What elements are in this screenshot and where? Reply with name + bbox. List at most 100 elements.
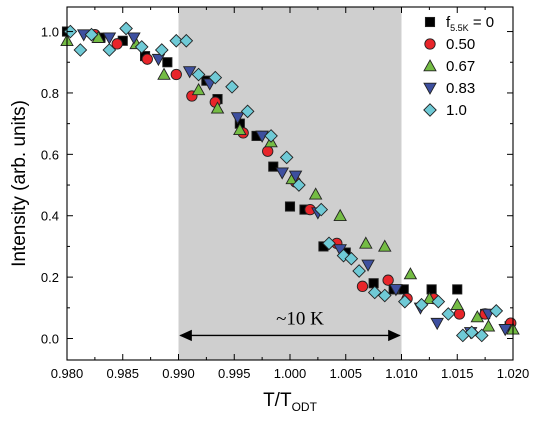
data-point (119, 21, 133, 36)
y-tick-label: 0.6 (41, 147, 59, 162)
x-tick-label: 1.010 (385, 366, 418, 381)
data-point (498, 324, 512, 337)
data-point (308, 187, 323, 200)
data-point (268, 161, 279, 172)
data-point (191, 82, 206, 96)
data-point (264, 129, 278, 143)
y-tick-label: 1.0 (41, 25, 59, 40)
data-point (157, 67, 171, 80)
data-point (73, 43, 88, 57)
legend-marker (424, 38, 436, 50)
x-tick-label: 1.000 (274, 366, 307, 381)
data-point (210, 101, 225, 114)
data-point (367, 285, 382, 300)
data-point (179, 33, 194, 48)
data-point (102, 32, 117, 45)
data-point (382, 274, 394, 286)
y-tick-label: 0.8 (41, 86, 59, 101)
data-point (84, 27, 99, 42)
data-point (359, 236, 373, 249)
legend-label: 1.0 (446, 102, 467, 119)
data-point (141, 53, 153, 65)
data-point (292, 178, 306, 192)
legend-label: f5.5K = 0 (446, 14, 494, 33)
data-point (182, 66, 197, 79)
y-tick-label: 0.4 (41, 209, 59, 224)
legend-marker (423, 82, 437, 95)
data-point (377, 288, 392, 303)
y-axis-title: Intensity (arb. units) (9, 100, 30, 267)
data-point (352, 264, 366, 278)
data-point (262, 145, 274, 157)
x-tick-label: 0.980 (51, 366, 84, 381)
legend-marker (423, 59, 437, 72)
x-axis-title: T/TODT (263, 390, 318, 414)
data-point (422, 291, 437, 304)
axes-layer: 0.980 0.985 0.990 0.995 1.000 1.005 1.010 1.015… (9, 6, 529, 414)
x-tick-label: 1.015 (441, 366, 474, 381)
legend-entry: f5.5K = 0 (424, 14, 494, 33)
data-point (240, 104, 255, 119)
legend-entry: 1.0 (423, 102, 467, 119)
legend-header-suffix: = 0 (469, 14, 494, 31)
annotation-layer: ~10 K (179, 308, 401, 342)
data-point (470, 310, 485, 323)
data-point (225, 79, 239, 94)
annotation-label: ~10 K (276, 308, 324, 329)
data-point (361, 259, 375, 272)
y-tick-label: 0.0 (41, 332, 59, 347)
data-point (344, 251, 359, 266)
data-point (162, 57, 173, 68)
legend-entry: 0.83 (423, 80, 475, 97)
data-point (430, 317, 444, 331)
legend-entry: 0.50 (424, 36, 475, 53)
data-point (453, 308, 466, 320)
data-point (284, 201, 296, 212)
x-tick-label: 0.990 (162, 366, 195, 381)
x-tick-label: 0.985 (106, 366, 139, 381)
data-point (208, 70, 223, 85)
legend-header-prefix: f (446, 14, 451, 31)
data-point (233, 122, 247, 136)
x-axis-title-subscript: ODT (292, 400, 318, 414)
data-point (452, 284, 463, 295)
data-point (441, 307, 456, 321)
data-point (230, 112, 245, 125)
data-point (169, 33, 184, 48)
data-point (154, 43, 169, 57)
data-point (464, 325, 479, 340)
data-point (489, 304, 504, 318)
data-point (414, 297, 429, 312)
data-point (398, 294, 412, 309)
legend-marker (423, 103, 437, 117)
legend-marker (424, 16, 436, 28)
data-point (378, 239, 392, 252)
data-point (333, 208, 347, 221)
data-point (389, 284, 403, 297)
legend: f5.5K = 0 0.50 0.67 0.83 1.0 (423, 14, 494, 119)
legend-label: 0.67 (446, 58, 475, 75)
data-point (426, 284, 437, 295)
data-point (288, 170, 303, 183)
data-point (134, 40, 149, 54)
data-point (314, 202, 329, 217)
data-point (356, 280, 369, 292)
data-point (275, 167, 289, 180)
data-point (403, 267, 418, 280)
data-point (127, 32, 141, 45)
data-point (368, 278, 379, 289)
data-point (111, 38, 123, 50)
data-point (322, 236, 336, 251)
data-point (170, 68, 182, 81)
legend-header-subscript: 5.5K (450, 23, 469, 33)
data-point (431, 294, 446, 309)
legend-label: 0.83 (446, 80, 475, 97)
data-point (102, 43, 117, 57)
data-point (151, 53, 166, 67)
x-tick-label: 0.995 (218, 366, 251, 381)
data-points-layer (60, 21, 520, 343)
data-point (191, 67, 206, 82)
x-tick-label: 1.005 (329, 366, 362, 381)
x-axis-title-main: T/T (263, 390, 292, 411)
